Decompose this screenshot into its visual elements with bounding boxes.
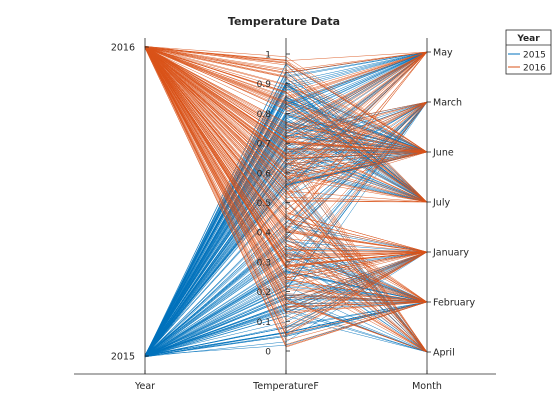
year-tick-label-2016: 2016 — [111, 43, 135, 54]
legend[interactable]: Year 2015 2016 — [505, 29, 552, 75]
month-tick-label-May: May — [433, 48, 453, 59]
temperature-tick-label-2: 0.2 — [257, 288, 271, 298]
month-tick-label-April: April — [433, 348, 455, 359]
legend-title: Year — [516, 34, 540, 44]
temperature-tick-label-3: 0.3 — [257, 258, 271, 268]
coordinate-label-Month: Month — [412, 381, 442, 392]
chart-title: Temperature Data — [228, 15, 340, 28]
coordinate-label-TemperatureF: TemperatureF — [252, 381, 319, 392]
temperature-tick-label-4: 0.4 — [257, 229, 272, 239]
temperature-tick-label-7: 0.7 — [257, 140, 271, 150]
temperature-tick-label-1: 0.1 — [257, 318, 271, 328]
month-tick-label-June: June — [432, 148, 454, 159]
axes — [74, 38, 496, 375]
legend-label-2016: 2016 — [523, 64, 546, 74]
month-tick-label-January: January — [432, 248, 469, 259]
temperature-tick-label-0: 0 — [265, 348, 271, 358]
temperature-tick-label-9: 0.9 — [257, 80, 272, 90]
year-tick-label-2015: 2015 — [111, 352, 135, 363]
month-tick-label-March: March — [433, 98, 462, 109]
legend-label-2015: 2015 — [523, 51, 546, 61]
month-tick-label-February: February — [433, 298, 475, 309]
temperature-tick-label-6: 0.6 — [257, 169, 272, 179]
axis-labels: Year TemperatureF Month 2015 2016 0 0.1 0.2 0.3 0… — [111, 43, 476, 393]
month-tick-label-July: July — [432, 198, 450, 209]
temperature-tick-label-10: 1 — [265, 51, 271, 61]
temperature-tick-label-8: 0.8 — [257, 110, 272, 120]
coordinate-label-Year: Year — [134, 381, 155, 392]
temperature-tick-label-5: 0.5 — [257, 199, 271, 209]
